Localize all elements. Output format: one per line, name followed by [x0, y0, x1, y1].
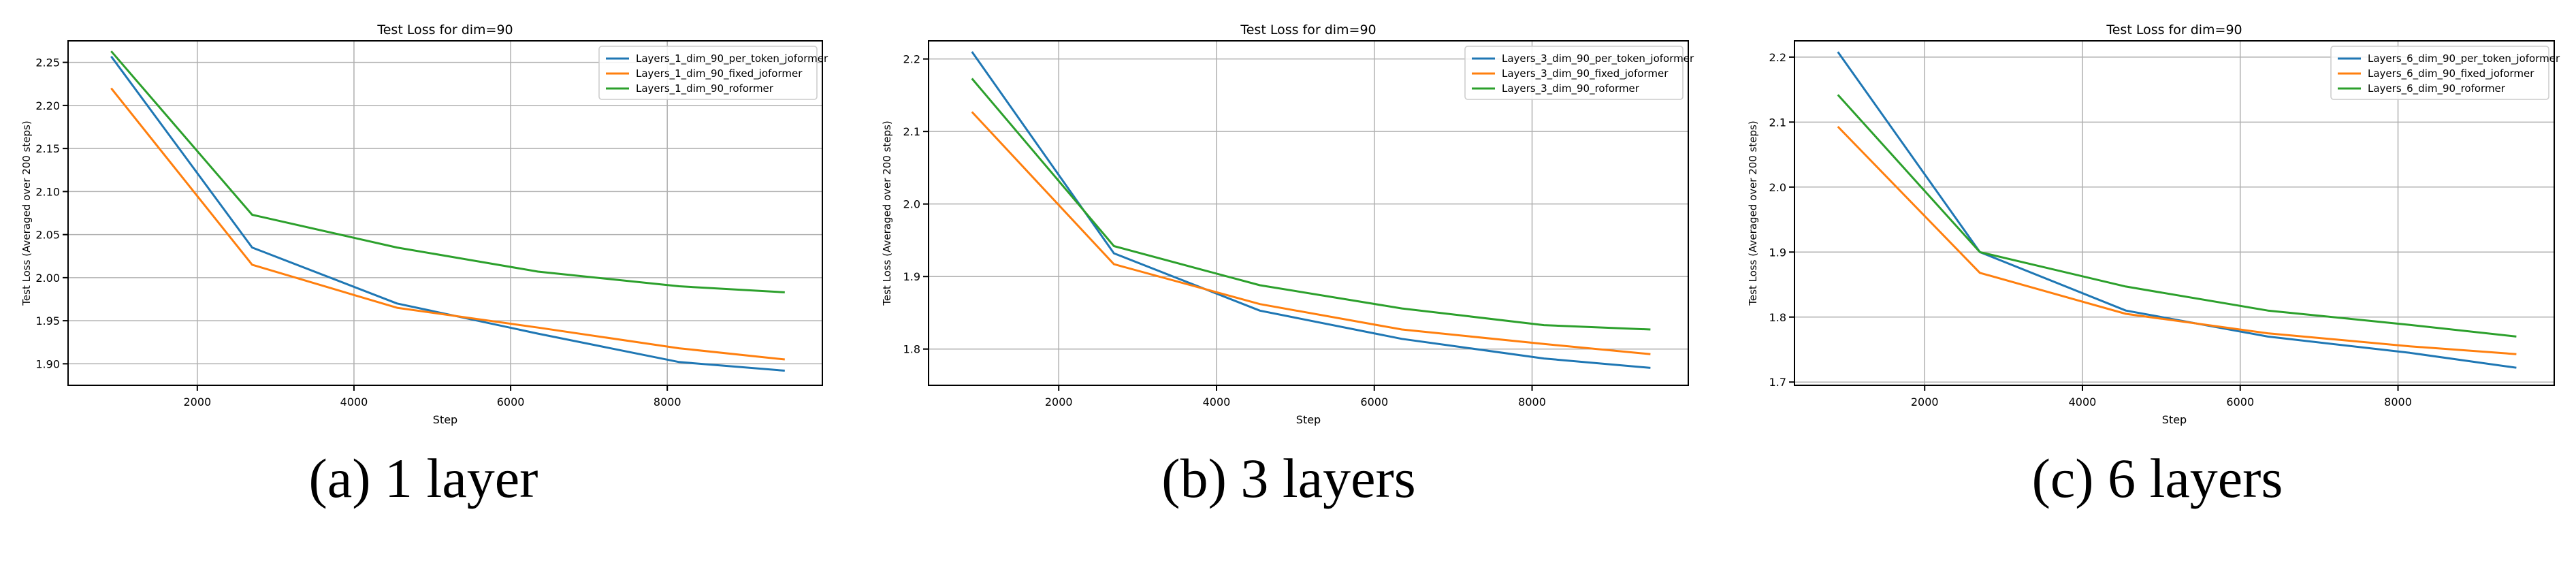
series-line-roformer	[1837, 94, 2517, 338]
plot-frame	[67, 40, 823, 386]
y-tick-label: 2.0	[903, 198, 920, 211]
y-axis-label: Test Loss (Averaged over 200 steps)	[20, 120, 33, 306]
y-tick-label: 2.15	[35, 142, 60, 155]
chart-title: Test Loss for dim=90	[376, 22, 513, 37]
y-tick-label: 1.9	[1769, 246, 1786, 259]
x-tick-label: 2000	[1045, 396, 1073, 408]
legend: Layers_1_dim_90_per_token_joformer Layers…	[598, 46, 828, 100]
x-tick-label: 4000	[340, 396, 368, 408]
caption-a: (a) 1 layer	[308, 447, 538, 509]
y-tick-label: 2.1	[903, 125, 920, 138]
chart-title: Test Loss for dim=90	[1240, 22, 1376, 37]
x-axis-label: Step	[1296, 413, 1321, 426]
series-line-fixed-joformer	[971, 111, 1651, 355]
y-tick-label: 1.8	[903, 343, 920, 356]
y-tick-label: 1.95	[35, 315, 60, 327]
x-axis-label: Step	[433, 413, 457, 426]
plot-frame	[928, 40, 1689, 386]
series-line-roformer	[110, 50, 785, 293]
legend-label-per-token-joformer: Layers_6_dim_90_per_token_joformer	[2368, 52, 2560, 65]
y-tick-label: 1.7	[1769, 376, 1786, 389]
x-tick-label: 4000	[1203, 396, 1231, 408]
y-tick-label: 2.2	[1769, 51, 1786, 64]
plot-frame	[1794, 40, 2555, 386]
series-line-fixed-joformer	[110, 87, 785, 361]
legend-label-fixed-joformer: Layers_1_dim_90_fixed_joformer	[636, 67, 803, 80]
legend-box	[1464, 46, 1684, 100]
y-tick-label: 1.9	[903, 270, 920, 283]
legend-label-per-token-joformer: Layers_3_dim_90_per_token_joformer	[1502, 52, 1694, 65]
x-tick-label: 2000	[1911, 396, 1939, 408]
legend: Layers_3_dim_90_per_token_joformer Layers…	[1464, 46, 1694, 100]
y-tick-label: 2.20	[35, 99, 60, 112]
y-tick-label: 1.8	[1769, 311, 1786, 324]
chart-b: 2000 4000 6000 8000 1.8 1.9 2.0 2.1 2.2 Test Loss…	[881, 22, 1694, 426]
legend-label-fixed-joformer: Layers_6_dim_90_fixed_joformer	[2368, 67, 2534, 80]
chart-a: 2000 4000 6000 8000 1.90 1.95 2.00 2.05 2.10 2.15…	[20, 22, 828, 426]
series-line-roformer	[971, 78, 1651, 331]
caption-b: (b) 3 layers	[1161, 447, 1416, 509]
y-tick-label: 2.0	[1769, 181, 1786, 194]
x-tick-label: 2000	[183, 396, 211, 408]
caption-c: (c) 6 layers	[2031, 447, 2283, 509]
y-tick-label: 2.2	[903, 53, 920, 66]
y-tick-label: 1.90	[35, 357, 60, 370]
x-tick-label: 8000	[2384, 396, 2412, 408]
y-tick-label: 2.25	[35, 57, 60, 69]
x-tick-label: 6000	[2226, 396, 2254, 408]
y-tick-label: 2.00	[35, 272, 60, 285]
y-tick-label: 2.10	[35, 185, 60, 198]
x-tick-label: 6000	[1360, 396, 1388, 408]
legend-box	[598, 46, 818, 100]
x-tick-label: 6000	[497, 396, 525, 408]
x-tick-label: 4000	[2069, 396, 2097, 408]
x-tick-label: 8000	[1518, 396, 1546, 408]
y-axis-label: Test Loss (Averaged over 200 steps)	[1747, 120, 1759, 306]
chart-c: 2000 4000 6000 8000 1.7 1.8 1.9 2.0 2.1 2.2 Test L…	[1747, 22, 2560, 426]
legend-label-per-token-joformer: Layers_1_dim_90_per_token_joformer	[636, 52, 828, 65]
legend-label-roformer: Layers_6_dim_90_roformer	[2368, 82, 2506, 95]
x-tick-label: 8000	[654, 396, 681, 408]
legend: Layers_6_dim_90_per_token_joformer Layers…	[2330, 46, 2560, 100]
legend-box	[2330, 46, 2549, 100]
series-line-fixed-joformer	[1837, 125, 2517, 355]
y-tick-label: 2.1	[1769, 116, 1786, 129]
legend-label-roformer: Layers_3_dim_90_roformer	[1502, 82, 1640, 95]
y-axis-label: Test Loss (Averaged over 200 steps)	[881, 120, 893, 306]
legend-label-fixed-joformer: Layers_3_dim_90_fixed_joformer	[1502, 67, 1669, 80]
legend-label-roformer: Layers_1_dim_90_roformer	[636, 82, 774, 95]
chart-title: Test Loss for dim=90	[2106, 22, 2242, 37]
y-tick-label: 2.05	[35, 229, 60, 242]
x-axis-label: Step	[2162, 413, 2187, 426]
